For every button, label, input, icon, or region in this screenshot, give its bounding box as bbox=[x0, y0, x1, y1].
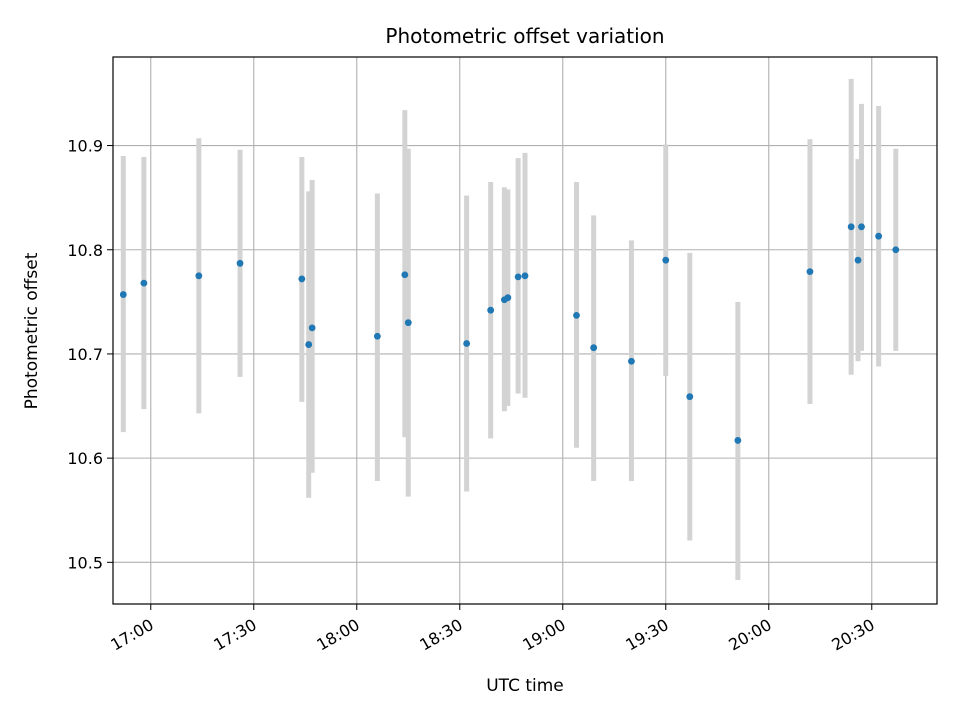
data-point bbox=[686, 393, 694, 401]
data-point bbox=[858, 223, 865, 231]
data-point bbox=[573, 311, 580, 319]
y-tick-label: 10.7 bbox=[67, 345, 103, 364]
plot-frame bbox=[112, 56, 938, 605]
data-point bbox=[734, 437, 742, 444]
x-tick-label: 18:00 bbox=[313, 615, 362, 655]
data-point bbox=[236, 259, 244, 267]
data-point bbox=[305, 341, 313, 348]
y-axis-label: Photometric offset bbox=[22, 252, 42, 409]
x-axis: 17:00 17:30 18:00 18:30 19:00 19:30 20:00 20:30 bbox=[107, 604, 878, 655]
data-point bbox=[847, 223, 855, 231]
data-point bbox=[514, 273, 522, 281]
x-tick-label: 20:00 bbox=[725, 615, 774, 655]
data-point bbox=[521, 272, 529, 280]
x-tick-label: 17:30 bbox=[210, 615, 259, 655]
data-point bbox=[662, 256, 670, 264]
data-point bbox=[401, 271, 409, 279]
y-tick-label: 10.9 bbox=[67, 137, 103, 156]
y-tick-label: 10.6 bbox=[67, 449, 103, 468]
x-tick-label: 19:00 bbox=[519, 615, 568, 655]
y-tick-label: 10.5 bbox=[67, 553, 103, 572]
x-tick-label: 19:30 bbox=[622, 615, 671, 655]
data-point bbox=[404, 319, 412, 327]
y-tick-label: 10.8 bbox=[67, 241, 103, 260]
data-point bbox=[504, 294, 512, 302]
x-tick-label: 17:00 bbox=[107, 615, 156, 655]
data-point bbox=[119, 291, 127, 298]
chart-title: Photometric offset variation bbox=[385, 24, 664, 48]
data-point bbox=[892, 246, 900, 254]
data-point bbox=[875, 232, 883, 240]
data-point bbox=[854, 256, 862, 264]
y-axis: 10.5 10.6 10.7 10.8 10.9 bbox=[67, 137, 113, 572]
data-point bbox=[298, 275, 306, 283]
data-point bbox=[590, 344, 598, 352]
x-tick-label: 20:30 bbox=[828, 615, 877, 655]
data-point bbox=[140, 279, 148, 287]
data-point bbox=[806, 268, 814, 276]
data-markers bbox=[119, 223, 900, 444]
data-point bbox=[195, 272, 203, 280]
data-point bbox=[373, 332, 381, 340]
error-bars bbox=[120, 78, 899, 581]
data-point bbox=[463, 340, 471, 347]
data-point bbox=[308, 324, 316, 332]
data-point bbox=[487, 306, 495, 314]
data-point bbox=[628, 357, 635, 365]
x-tick-label: 18:30 bbox=[416, 615, 465, 655]
x-axis-label: UTC time bbox=[486, 676, 564, 696]
